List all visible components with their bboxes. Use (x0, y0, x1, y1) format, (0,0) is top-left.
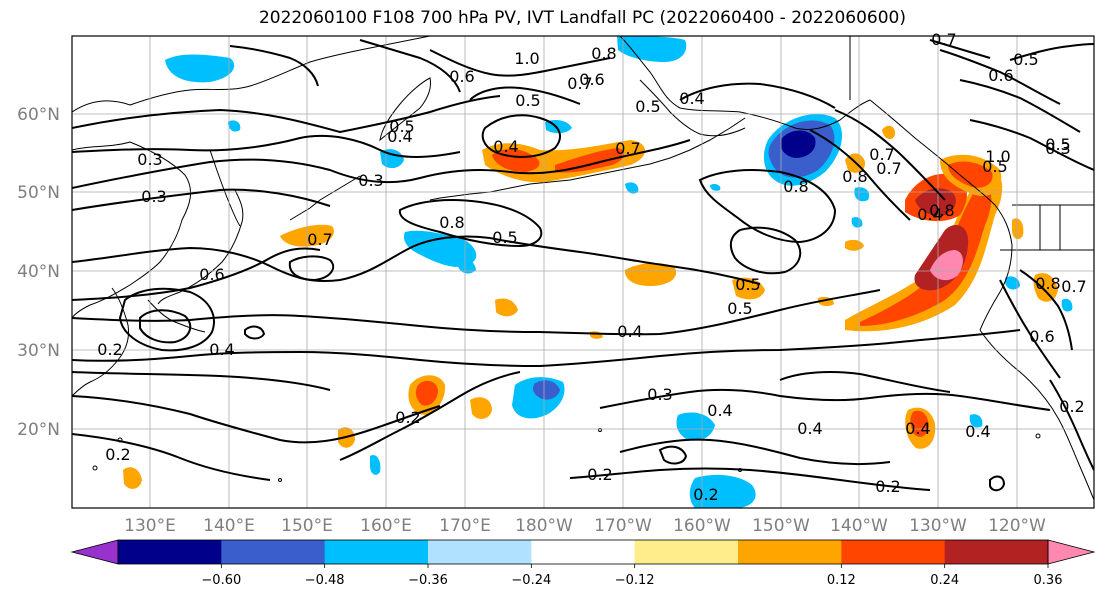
contour-label: 0.5 (727, 299, 752, 318)
contour-label: 0.5 (982, 157, 1007, 176)
contour-label: 0.3 (1045, 139, 1070, 158)
longitude-label: 130°E (124, 516, 176, 536)
colorbar-segment (944, 540, 1049, 564)
map-title: 2022060100 F108 700 hPa PV, IVT Landfall… (258, 8, 906, 28)
colorbar-tick-label: 0.12 (827, 573, 856, 588)
contour-label: 0.6 (199, 265, 224, 284)
colorbar-segment (738, 540, 842, 564)
latitude-label: 20°N (17, 420, 60, 440)
contour-label: 0.8 (783, 177, 808, 196)
contour-label: 0.2 (105, 445, 130, 464)
longitude-label: 170°E (439, 516, 491, 536)
colorbar-segment (118, 540, 222, 564)
contour-label: 0.4 (965, 422, 990, 441)
colorbar-segment (221, 540, 326, 564)
latitude-labels: 60°N 50°N 40°N 30°N 20°N (17, 105, 60, 440)
contour-labels: 1.00.70.60.80.50.40.30.20.40.30.50.60.70… (97, 30, 1086, 504)
contour-label: 0.5 (635, 97, 660, 116)
contour-label: 0.4 (387, 127, 412, 146)
contour-label: 0.4 (797, 419, 822, 438)
contour-label: 0.8 (439, 213, 464, 232)
contour-label: 0.5 (389, 117, 414, 136)
contour-label: 0.7 (1061, 277, 1086, 296)
contour-label: 0.3 (647, 385, 672, 404)
contour-label: 0.8 (591, 44, 616, 63)
contour-label: 0.2 (693, 485, 718, 504)
latitude-label: 30°N (17, 341, 60, 361)
contour-label: 0.5 (515, 91, 540, 110)
contour-label: 0.8 (842, 167, 867, 186)
contour-label: 0.3 (358, 171, 383, 190)
longitude-label: 140°E (203, 516, 255, 536)
contour-label: 0.5 (1045, 135, 1070, 154)
longitude-label: 130°W (909, 516, 967, 536)
longitude-label: 160°E (360, 516, 412, 536)
contour-label: 0.4 (679, 89, 704, 108)
colorbar-segment (841, 540, 946, 564)
contour-label: 0.2 (587, 465, 612, 484)
contour-label: 0.7 (876, 159, 901, 178)
contour-label: 0.7 (615, 139, 640, 158)
contour-label: 0.7 (307, 230, 332, 249)
colorbar-segment (531, 540, 636, 564)
contour-label: 0.3 (137, 150, 162, 169)
contour-label: 0.4 (617, 322, 642, 341)
contour-label: 0.4 (917, 205, 942, 224)
contour-label: 0.7 (567, 74, 592, 93)
pv-contours (72, 39, 1094, 492)
contour-label: 0.2 (1059, 397, 1084, 416)
latitude-label: 40°N (17, 262, 60, 282)
longitude-labels: 130°E 140°E 150°E 160°E 170°E 180°W 170°W 160°W… (124, 516, 1046, 536)
contour-label: 0.5 (735, 275, 760, 294)
colorbar-tick-label: −0.24 (511, 573, 551, 588)
contour-label: 0.4 (905, 419, 930, 438)
contour-label: 0.2 (395, 408, 420, 427)
contour-label: 0.7 (931, 30, 956, 49)
longitude-label: 180°W (515, 516, 573, 536)
latitude-label: 50°N (17, 183, 60, 203)
contour-label: 1.0 (985, 147, 1010, 166)
colorbar-extend-low (70, 539, 119, 565)
contour-label: 0.5 (492, 228, 517, 247)
contour-label: 0.7 (869, 145, 894, 164)
longitude-label: 140°W (830, 516, 888, 536)
map-border (71, 35, 1095, 509)
contour-label: 0.6 (449, 67, 474, 86)
colorbar-segment (428, 540, 532, 564)
colorbar-tick-label: −0.36 (408, 573, 448, 588)
colorbar-tick-label: −0.48 (305, 573, 345, 588)
contour-label: 0.2 (875, 477, 900, 496)
contour-label: 0.4 (493, 137, 518, 156)
colorbar-segment (634, 540, 739, 564)
coastlines (72, 36, 1094, 501)
colorbar: −0.60−0.48−0.36−0.24−0.120.120.240.360.4… (70, 539, 1096, 588)
contour-label: 0.8 (1035, 274, 1060, 293)
colorbar-tick-label: −0.12 (615, 573, 655, 588)
contour-label: 0.8 (929, 201, 954, 220)
contour-label: 0.3 (141, 187, 166, 206)
contour-label: 0.5 (1013, 50, 1038, 69)
contour-label: 0.2 (97, 340, 122, 359)
contour-label: 0.6 (1029, 327, 1054, 346)
contour-label: 0.6 (579, 70, 604, 89)
longitude-label: 120°W (988, 516, 1046, 536)
contour-label: 1.0 (514, 49, 539, 68)
longitude-label: 150°E (281, 516, 333, 536)
colorbar-segment (324, 540, 429, 564)
colorbar-extend-high (1047, 539, 1096, 565)
colorbar-tick-label: −0.60 (201, 573, 241, 588)
contour-label: 0.4 (707, 401, 732, 420)
colorbar-outline (117, 539, 1049, 565)
negative-anomaly-shading (165, 36, 1073, 508)
longitude-label: 170°W (594, 516, 652, 536)
colorbar-tick-label: 0.24 (930, 573, 959, 588)
contour-label: 0.6 (988, 66, 1013, 85)
contour-label: 0.4 (209, 340, 234, 359)
colorbar-tick-label: 0.36 (1034, 573, 1063, 588)
longitude-label: 160°W (673, 516, 731, 536)
latitude-label: 60°N (17, 105, 60, 125)
longitude-label: 150°W (752, 516, 810, 536)
